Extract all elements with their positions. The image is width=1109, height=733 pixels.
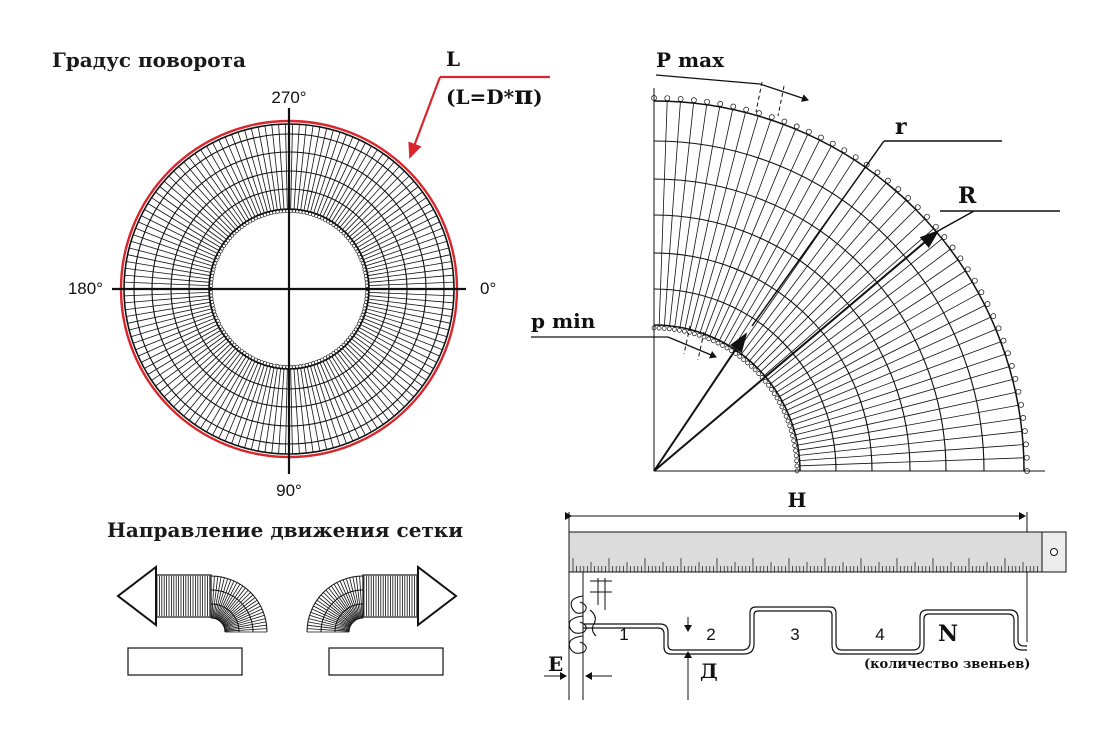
quarter-edge-hooks — [651, 95, 1030, 474]
radius-R-label: R — [958, 183, 977, 209]
p-max-label: P max — [656, 48, 725, 72]
p-min-arrow — [667, 336, 717, 359]
belt-bend-spokes — [210, 576, 267, 633]
quarter-ring-mesh — [651, 95, 1030, 474]
right-belt-turn — [306, 564, 458, 633]
length-formula-close: ) — [533, 85, 542, 109]
belt-bend-arc — [210, 617, 226, 633]
p-max-dim-line-2 — [777, 85, 785, 117]
r-leader-line — [751, 140, 885, 327]
radius-r-arrow — [653, 332, 748, 472]
link-number-4: 4 — [875, 625, 884, 644]
left-belt-turn — [116, 564, 268, 633]
p-max-dim-line-1 — [755, 81, 763, 113]
angle-label-0: 0° — [480, 279, 496, 298]
belt-bend-spokes — [307, 576, 364, 633]
belt-bend-arc — [306, 575, 364, 633]
R-leader-line — [937, 210, 975, 232]
belt-straight-stripes — [363, 576, 418, 616]
N-caption: (количество звеньев) — [864, 657, 1030, 672]
turn-degree-title: Градус поворота — [52, 48, 246, 72]
right-conveyor-block — [328, 647, 444, 676]
hook-loop-4 — [589, 609, 597, 637]
belt-bend-arc — [334, 603, 364, 633]
D-label: Д — [700, 659, 718, 683]
belt-direction-title: Направление движения сетки — [107, 518, 463, 542]
quarter-turn-panel: r R P max p min — [531, 48, 1060, 474]
radius-R-arrow — [653, 229, 940, 472]
p-max-leader-line — [655, 74, 761, 85]
angle-label-180: 180° — [68, 279, 103, 298]
measuring-ruler — [568, 531, 1067, 573]
link-number-2: 2 — [706, 625, 715, 644]
p-max-arrow — [759, 83, 809, 102]
ruler-tick-marks — [572, 558, 1038, 572]
hook-loop-3 — [568, 635, 587, 654]
link-number-3: 3 — [790, 625, 799, 644]
hook-loop-2 — [568, 615, 587, 634]
belt-bend-arc — [348, 617, 364, 633]
H-label: H — [788, 488, 807, 512]
p-min-dim-line-2 — [697, 331, 705, 361]
link-measure-panel: H 1 2 3 4 N (количество звеньев) — [544, 488, 1067, 700]
p-min-label: p min — [531, 309, 596, 333]
belt-direction-panel: Направление движения сетки — [107, 518, 463, 676]
p-min-dim-line-1 — [683, 325, 691, 355]
left-conveyor-block — [127, 647, 243, 676]
right-direction-arrowhead — [417, 564, 458, 628]
angle-label-270: 270° — [271, 88, 306, 107]
link-number-1: 1 — [619, 625, 628, 644]
wire-profile-inner — [583, 610, 1027, 655]
wire-profile — [583, 606, 1027, 651]
belt-bend-arc — [210, 575, 268, 633]
hook-loop-1 — [570, 595, 587, 614]
ruler-ticks — [572, 558, 1038, 572]
belt-bend-arc — [320, 589, 364, 633]
length-formula: (L=D*π) — [446, 81, 543, 111]
length-label: L — [446, 47, 460, 71]
length-arrow — [408, 76, 442, 159]
ruler-hole — [1050, 548, 1058, 556]
belt-bend-arc — [210, 589, 254, 633]
radius-r-label: r — [895, 114, 907, 140]
E-label: E — [548, 652, 563, 676]
pi-symbol: π — [514, 81, 533, 111]
quarter-mesh-arc — [653, 324, 801, 472]
quarter-mesh-spokes — [653, 101, 1024, 472]
belt-bend-arc — [210, 603, 240, 633]
length-formula-text: (L=D* — [446, 85, 515, 109]
angle-label-90: 90° — [276, 481, 302, 500]
left-direction-arrowhead — [116, 564, 157, 628]
turn-degree-panel: Градус поворота 270° 180° 0° 90° L (L=D*… — [52, 47, 550, 500]
N-label: N — [938, 621, 958, 647]
